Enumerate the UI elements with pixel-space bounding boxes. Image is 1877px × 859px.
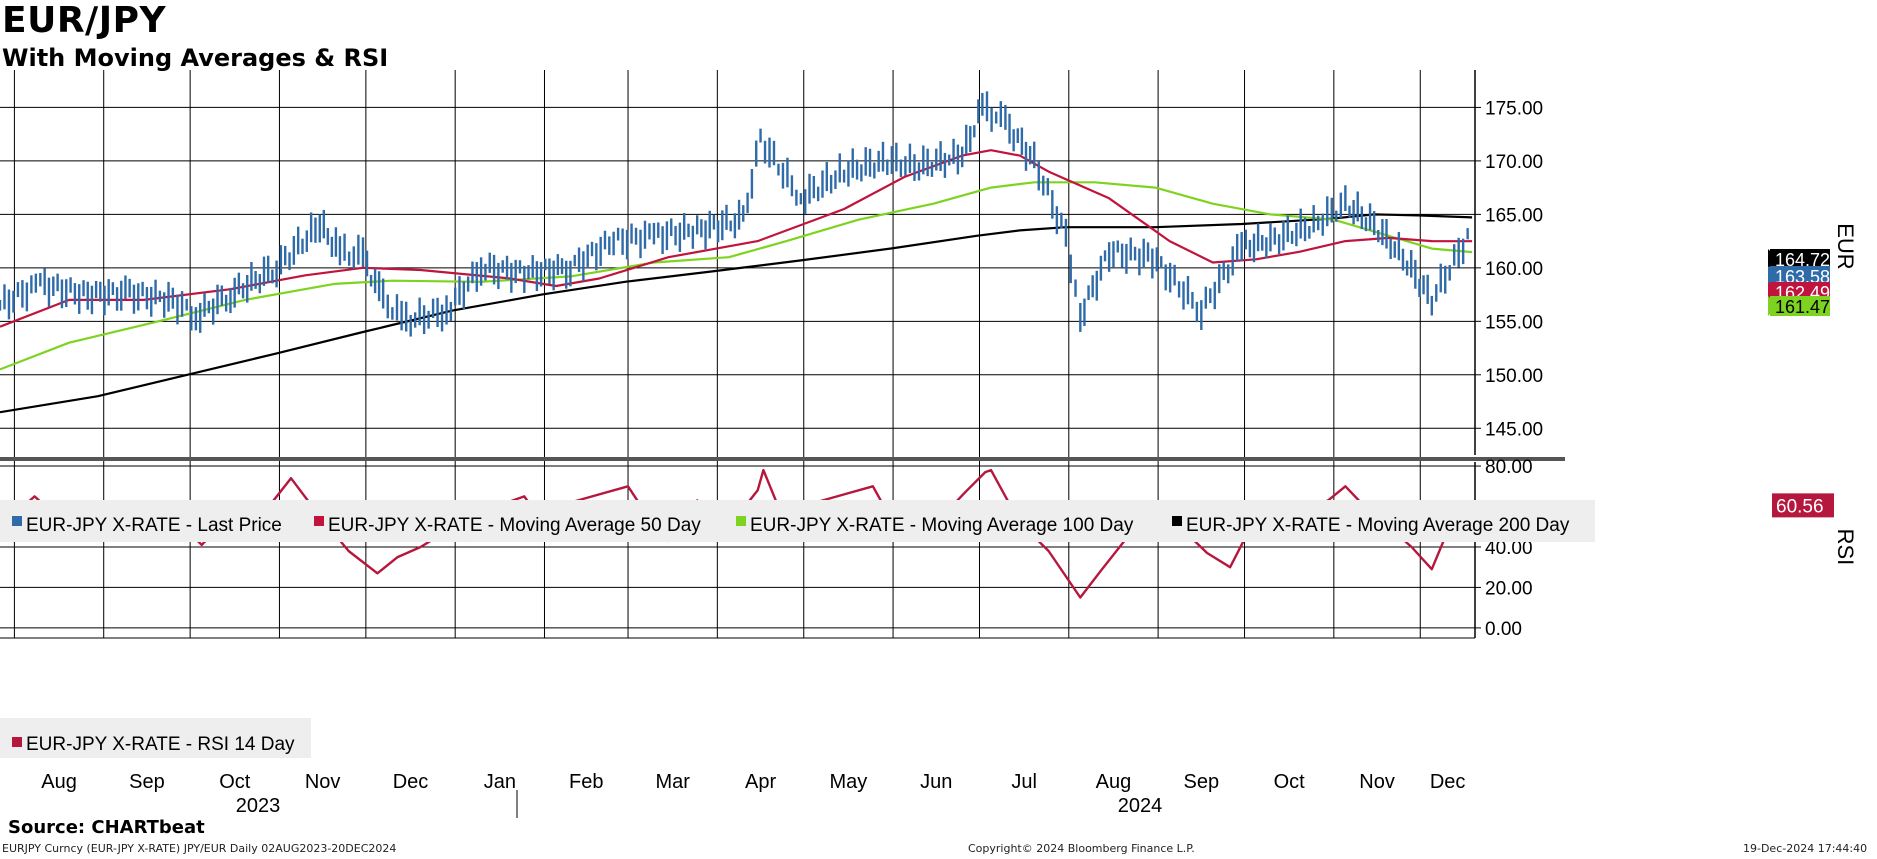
rsi-axis-title: RSI xyxy=(1833,529,1858,566)
month-label: Oct xyxy=(219,771,251,793)
legend-label: EUR-JPY X-RATE - Moving Average 50 Day xyxy=(328,515,701,536)
ma50-line xyxy=(0,149,1473,328)
rsi-tick-label: 80.00 xyxy=(1485,457,1533,478)
rsi-last-value-tag: 60.56 xyxy=(1776,496,1824,517)
legend-label: EUR-JPY X-RATE - Last Price xyxy=(26,515,282,536)
month-label: Jun xyxy=(920,771,952,793)
last-value-tag-box xyxy=(1770,249,1830,269)
month-label: Jul xyxy=(1011,771,1037,793)
source-note: Source: CHARTbeat xyxy=(8,817,205,838)
month-label: Apr xyxy=(745,771,776,793)
legend-swatch xyxy=(12,516,22,526)
price-axis-title: EUR xyxy=(1833,223,1858,269)
rsi-tick-label: 0.00 xyxy=(1485,619,1522,640)
rsi-legend-box xyxy=(0,718,311,758)
rsi-tick-label: 40.00 xyxy=(1485,538,1533,559)
month-label: Nov xyxy=(1359,771,1395,793)
price-tick-label: 175.00 xyxy=(1485,98,1543,119)
month-label: Nov xyxy=(305,771,341,793)
grid-layer xyxy=(0,70,1565,638)
chart-subtitle: With Moving Averages & RSI xyxy=(2,44,389,72)
month-label: Sep xyxy=(1184,771,1220,793)
rsi-tick-label: 20.00 xyxy=(1485,578,1533,599)
month-label: Dec xyxy=(1430,771,1466,793)
year-label: 2024 xyxy=(1118,795,1163,817)
last-value-tag-box xyxy=(1770,296,1830,316)
month-label: Feb xyxy=(569,771,603,793)
price-tick-label: 150.00 xyxy=(1485,366,1543,387)
month-label: Sep xyxy=(129,771,165,793)
price-tick-label: 145.00 xyxy=(1485,419,1543,440)
price-legend-box xyxy=(0,500,1595,542)
month-label: Oct xyxy=(1274,771,1306,793)
ma100-line xyxy=(0,181,1473,371)
panel-separator xyxy=(0,457,1565,461)
legend-swatch xyxy=(12,737,22,747)
timestamp: 19-Dec-2024 17:44:40 xyxy=(1743,842,1868,855)
month-label: Aug xyxy=(41,771,77,793)
chart-title: EUR/JPY xyxy=(2,0,167,41)
legend-layer: EUR-JPY X-RATE - Last Price EUR-JPY X-RAT… xyxy=(0,500,1595,758)
last-value-tag: 161.47 xyxy=(1775,297,1830,317)
price-tick-label: 170.00 xyxy=(1485,152,1543,173)
legend-label: EUR-JPY X-RATE - Moving Average 100 Day xyxy=(750,515,1134,536)
legend-swatch xyxy=(1172,516,1182,526)
ma200-line xyxy=(0,213,1473,414)
last-value-tag-box xyxy=(1770,266,1830,286)
last-value-tag: 164.72 xyxy=(1775,250,1830,270)
legend-swatch xyxy=(736,516,746,526)
copyright-note: Copyright© 2024 Bloomberg Finance L.P. xyxy=(968,842,1195,855)
axis-layer: 145.00 150.00 155.00 160.00 165.00 170.00 175.… xyxy=(0,70,1858,818)
month-label: Jan xyxy=(484,771,516,793)
month-label: Aug xyxy=(1096,771,1132,793)
legend-label: EUR-JPY X-RATE - RSI 14 Day xyxy=(26,734,295,755)
month-label: Mar xyxy=(655,771,690,793)
year-label: 2023 xyxy=(236,795,281,817)
price-tick-label: 160.00 xyxy=(1485,259,1543,280)
legend-label: EUR-JPY X-RATE - Moving Average 200 Day xyxy=(1186,515,1570,536)
ticker-info: EURJPY Curncy (EUR-JPY X-RATE) JPY/EUR D… xyxy=(2,842,397,855)
rsi-tag-box xyxy=(1772,493,1834,518)
legend-swatch xyxy=(314,516,324,526)
month-label: Dec xyxy=(393,771,429,793)
price-tick-label: 165.00 xyxy=(1485,205,1543,226)
price-tick-label: 155.00 xyxy=(1485,312,1543,333)
month-label: May xyxy=(830,771,868,793)
